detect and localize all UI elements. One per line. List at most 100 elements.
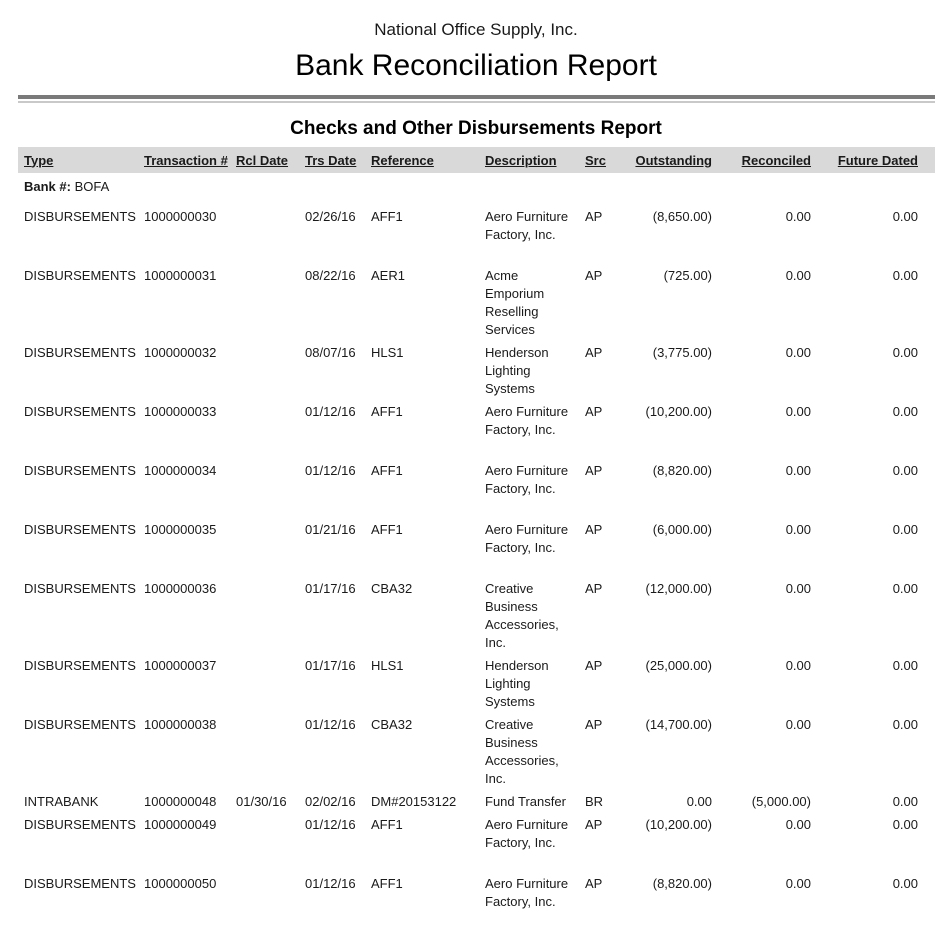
cell-description: Henderson Lighting Systems	[485, 345, 549, 396]
bank-group-row: Bank #: BOFA	[18, 173, 935, 204]
col-header-rcl-date: Rcl Date	[236, 147, 305, 173]
cell-reference: AFF1	[371, 404, 403, 419]
cell-description: Creative Business Accessories, Inc.	[485, 717, 559, 786]
col-header-outstanding: Outstanding	[627, 147, 712, 173]
cell-reconciled: 0.00	[785, 522, 811, 537]
cell-outstanding: 0.00	[686, 794, 712, 809]
cell-transaction-number: 1000000048	[144, 794, 217, 809]
table-row: DISBURSEMENTS 1000000035 01/21/16 AFF1 A…	[18, 517, 935, 576]
cell-type: DISBURSEMENTS	[24, 345, 136, 360]
cell-src: AP	[585, 717, 603, 732]
cell-future-dated: 0.00	[892, 345, 918, 360]
cell-type: DISBURSEMENTS	[24, 209, 136, 224]
col-header-future-dated: Future Dated	[811, 147, 935, 173]
cell-outstanding: (8,820.00)	[652, 876, 712, 891]
table-row: DISBURSEMENTS 1000000034 01/12/16 AFF1 A…	[18, 458, 935, 517]
cell-outstanding: (8,650.00)	[652, 209, 712, 224]
col-header-transaction-number: Transaction #	[144, 147, 236, 173]
cell-src: AP	[585, 345, 603, 360]
cell-outstanding: (725.00)	[663, 268, 712, 283]
cell-type: DISBURSEMENTS	[24, 268, 136, 283]
cell-reconciled: 0.00	[785, 717, 811, 732]
cell-reconciled: 0.00	[785, 817, 811, 832]
cell-reconciled: 0.00	[785, 658, 811, 673]
cell-type: DISBURSEMENTS	[24, 581, 136, 596]
cell-reference: HLS1	[371, 658, 404, 673]
table-row: DISBURSEMENTS 1000000030 02/26/16 AFF1 A…	[18, 204, 935, 263]
cell-trs-date: 01/12/16	[305, 717, 356, 732]
cell-transaction-number: 1000000037	[144, 658, 217, 673]
cell-outstanding: (25,000.00)	[645, 658, 713, 673]
cell-type: DISBURSEMENTS	[24, 522, 136, 537]
cell-src: AP	[585, 522, 603, 537]
cell-reference: CBA32	[371, 717, 413, 732]
cell-transaction-number: 1000000030	[144, 209, 217, 224]
table-row: INTRABANK 1000000048 01/30/16 02/02/16 D…	[18, 789, 935, 812]
cell-reference: HLS1	[371, 345, 404, 360]
cell-rcl-date	[236, 340, 305, 399]
col-header-description: Description	[485, 147, 585, 173]
cell-src: AP	[585, 209, 603, 224]
cell-future-dated: 0.00	[892, 581, 918, 596]
company-name: National Office Supply, Inc.	[374, 20, 578, 39]
cell-src: AP	[585, 658, 603, 673]
cell-type: DISBURSEMENTS	[24, 876, 136, 891]
cell-rcl-date	[236, 204, 305, 263]
cell-trs-date: 02/02/16	[305, 794, 356, 809]
cell-reconciled: 0.00	[785, 209, 811, 224]
cell-reference: AFF1	[371, 209, 403, 224]
cell-trs-date: 08/22/16	[305, 268, 356, 283]
bank-value: BOFA	[74, 179, 110, 194]
cell-type: DISBURSEMENTS	[24, 717, 136, 732]
cell-rcl-date	[236, 399, 305, 458]
cell-outstanding: (12,000.00)	[645, 581, 713, 596]
cell-description: Henderson Lighting Systems	[485, 658, 549, 709]
cell-rcl-date	[236, 576, 305, 653]
cell-transaction-number: 1000000034	[144, 463, 217, 478]
cell-transaction-number: 1000000031	[144, 268, 217, 283]
cell-reference: DM#20153122	[371, 794, 457, 809]
table-row: DISBURSEMENTS 1000000049 01/12/16 AFF1 A…	[18, 812, 935, 871]
cell-transaction-number: 1000000049	[144, 817, 217, 832]
cell-description: Aero Furniture Factory, Inc.	[485, 817, 569, 850]
table-header-row: Type Transaction # Rcl Date Trs Date Ref…	[18, 147, 935, 173]
cell-description: Aero Furniture Factory, Inc.	[485, 522, 569, 555]
cell-src: AP	[585, 268, 603, 283]
cell-future-dated: 0.00	[892, 209, 918, 224]
cell-transaction-number: 1000000033	[144, 404, 217, 419]
bank-label: Bank #:	[24, 179, 71, 194]
cell-description: Fund Transfer	[485, 794, 566, 809]
cell-trs-date: 08/07/16	[305, 345, 356, 360]
cell-future-dated: 0.00	[892, 876, 918, 891]
table-row: DISBURSEMENTS 1000000037 01/17/16 HLS1 H…	[18, 653, 935, 712]
cell-transaction-number: 1000000035	[144, 522, 217, 537]
cell-future-dated: 0.00	[892, 717, 918, 732]
cell-type: DISBURSEMENTS	[24, 463, 136, 478]
cell-rcl-date	[236, 263, 305, 340]
disbursements-table: Type Transaction # Rcl Date Trs Date Ref…	[18, 147, 935, 930]
cell-future-dated: 0.00	[892, 268, 918, 283]
cell-reconciled: 0.00	[785, 345, 811, 360]
cell-transaction-number: 1000000032	[144, 345, 217, 360]
cell-rcl-date	[236, 653, 305, 712]
cell-description: Aero Furniture Factory, Inc.	[485, 404, 569, 437]
cell-type: DISBURSEMENTS	[24, 817, 136, 832]
col-header-reference: Reference	[371, 147, 485, 173]
table-row: DISBURSEMENTS 1000000031 08/22/16 AER1 A…	[18, 263, 935, 340]
cell-transaction-number: 1000000050	[144, 876, 217, 891]
cell-description: Aero Furniture Factory, Inc.	[485, 876, 569, 909]
cell-trs-date: 01/17/16	[305, 658, 356, 673]
cell-reconciled: 0.00	[785, 268, 811, 283]
cell-trs-date: 01/12/16	[305, 404, 356, 419]
cell-trs-date: 02/26/16	[305, 209, 356, 224]
cell-outstanding: (3,775.00)	[652, 345, 712, 360]
cell-outstanding: (10,200.00)	[645, 404, 713, 419]
cell-type: DISBURSEMENTS	[24, 658, 136, 673]
table-row: DISBURSEMENTS 1000000038 01/12/16 CBA32 …	[18, 712, 935, 789]
cell-rcl-date	[236, 458, 305, 517]
cell-description: Aero Furniture Factory, Inc.	[485, 209, 569, 242]
cell-src: AP	[585, 463, 603, 478]
cell-type: DISBURSEMENTS	[24, 404, 136, 419]
cell-reference: CBA32	[371, 581, 413, 596]
cell-future-dated: 0.00	[892, 404, 918, 419]
